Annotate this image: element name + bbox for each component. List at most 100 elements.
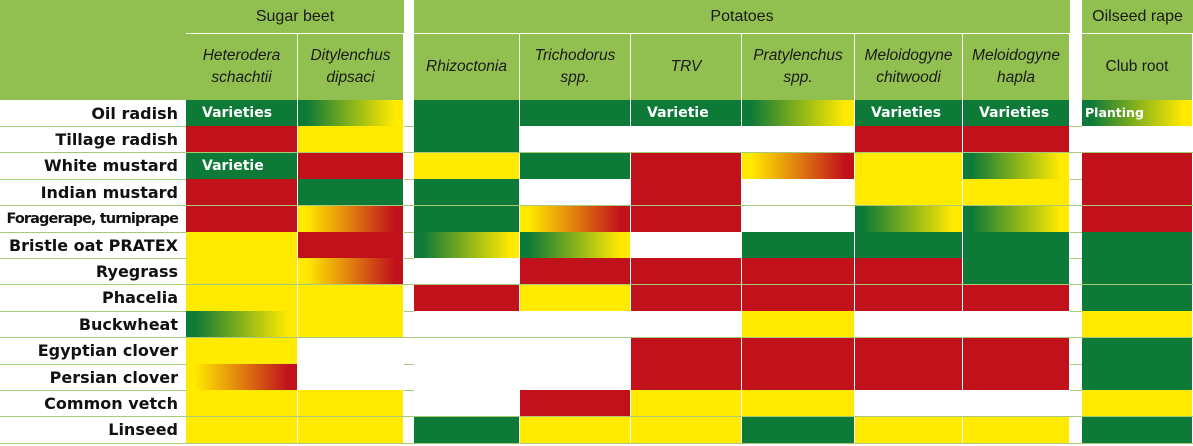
cell-YR: [298, 205, 404, 232]
cell-Y: [186, 390, 298, 417]
cell-W: [414, 311, 520, 338]
cell-Y: [631, 416, 742, 444]
cell-G: [1082, 337, 1193, 364]
cell-W: [414, 390, 520, 417]
cell-GY: [520, 232, 631, 259]
cell-W: [414, 364, 520, 391]
cell-Y: [855, 152, 963, 180]
cell-R: [742, 284, 855, 312]
cell-R: [631, 152, 742, 180]
cell-G: [1082, 416, 1193, 444]
column-header-line: Heterodera: [202, 47, 281, 64]
cell-R: [742, 337, 855, 364]
column-header-line: Ditylenchus: [310, 47, 391, 64]
cell-W: [520, 364, 631, 391]
cell-Y: [1082, 311, 1193, 338]
cell-G: [520, 152, 631, 180]
cell-G: [855, 100, 963, 127]
row-label: Linseed: [108, 420, 178, 440]
cell-Y: [1082, 390, 1193, 417]
cell-W: [855, 390, 963, 417]
cell-Y: [631, 390, 742, 417]
cell-R: [742, 364, 855, 391]
cell-W: [963, 390, 1070, 417]
column-header: Pratylenchus spp.: [742, 34, 854, 100]
column-header-line: Rhizoctonia: [426, 58, 507, 75]
cell-Y: [855, 416, 963, 444]
row-label: Tillage radish: [55, 130, 178, 150]
cell-R: [298, 152, 404, 180]
cell-W: [631, 232, 742, 259]
cell-W: [520, 179, 631, 206]
cell-note: Varieties: [202, 105, 273, 121]
cell-R: [963, 284, 1070, 312]
column-header: Heterodera schachtii: [186, 34, 297, 100]
cell-W: [520, 311, 631, 338]
cell-G: [1082, 258, 1193, 285]
column-header-line: TRV: [670, 58, 702, 75]
cell-Y: [186, 337, 298, 364]
cell-Y: [298, 311, 404, 338]
row-label: Ryegrass: [95, 262, 178, 282]
cell-YR: [298, 258, 404, 285]
cell-G: [631, 100, 742, 127]
cell-R: [855, 284, 963, 312]
cell-GY: [298, 100, 404, 127]
cell-note: Varieties: [979, 105, 1050, 121]
group-header: Sugar beet: [186, 0, 404, 33]
cell-W: [631, 126, 742, 153]
cell-YR: [742, 152, 855, 180]
cell-GY: [414, 232, 520, 259]
row-label: Indian mustard: [40, 182, 178, 202]
cell-Y: [186, 416, 298, 444]
row-label: Oil radish: [91, 103, 178, 123]
column-header-line: spp.: [560, 69, 590, 86]
cell-W: [631, 311, 742, 338]
cell-R: [631, 284, 742, 312]
cell-G: [414, 126, 520, 153]
cell-W: [298, 337, 404, 364]
cell-R: [631, 258, 742, 285]
cell-R: [963, 364, 1070, 391]
column-header-line: chitwoodi: [876, 69, 941, 86]
cell-R: [1082, 205, 1193, 232]
cell-W: [1082, 126, 1193, 153]
cell-Y: [186, 232, 298, 259]
cell-G: [414, 100, 520, 127]
column-header: Meloidogyne hapla: [963, 34, 1069, 100]
cell-W: [963, 311, 1070, 338]
cell-W: [742, 205, 855, 232]
cell-G: [520, 100, 631, 127]
row-divider: [0, 442, 1193, 444]
cell-G: [1082, 232, 1193, 259]
cell-Y: [520, 416, 631, 444]
cell-G: [1082, 284, 1193, 312]
cell-Y: [298, 284, 404, 312]
cell-Y: [298, 416, 404, 444]
cell-W: [298, 364, 404, 391]
cell-R: [742, 258, 855, 285]
column-header: Club root: [1082, 34, 1192, 100]
row-label: Egyptian clover: [37, 341, 178, 361]
cell-R: [631, 205, 742, 232]
cell-R: [855, 364, 963, 391]
cell-G: [963, 258, 1070, 285]
cell-R: [963, 337, 1070, 364]
column-header-line: Meloidogyne: [972, 47, 1060, 64]
cell-note: Varietie: [647, 105, 709, 121]
cell-R: [520, 258, 631, 285]
cell-Y: [414, 152, 520, 180]
cell-W: [520, 126, 631, 153]
cell-note: Planting: [1085, 105, 1144, 120]
cell-YR: [520, 205, 631, 232]
header-corner: [0, 0, 186, 100]
cell-YR: [186, 364, 298, 391]
cell-G: [855, 232, 963, 259]
column-header: Meloidogyne chitwoodi: [855, 34, 962, 100]
cell-R: [855, 258, 963, 285]
column-header-line: Meloidogyne: [864, 47, 953, 64]
column-header-line: hapla: [997, 69, 1035, 86]
cell-R: [186, 179, 298, 206]
cell-R: [186, 205, 298, 232]
